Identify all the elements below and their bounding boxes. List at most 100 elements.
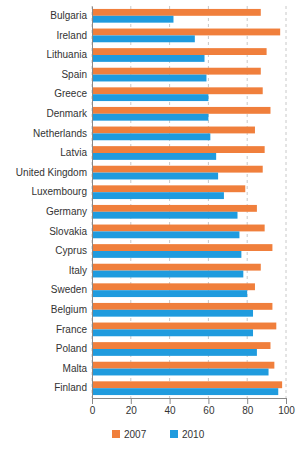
tick: France <box>56 324 92 335</box>
tick: United Kingdom <box>16 167 92 178</box>
axis-line <box>92 7 93 399</box>
bar <box>92 329 253 336</box>
tick: 20 <box>126 398 138 416</box>
bar <box>92 205 257 212</box>
bar <box>92 35 195 42</box>
grid-line <box>247 6 248 398</box>
bar <box>92 310 253 317</box>
bar <box>92 87 263 94</box>
bar <box>92 114 208 121</box>
tick-label: Netherlands <box>33 128 87 139</box>
tick-mark <box>131 398 132 404</box>
bars <box>92 9 282 395</box>
tick: Luxembourg <box>31 186 92 197</box>
tick-mark <box>208 398 209 404</box>
bar <box>92 362 274 369</box>
bar <box>92 94 208 101</box>
tick-label: Belgium <box>51 304 87 315</box>
tick: Latvia <box>60 147 92 158</box>
tick: Bulgaria <box>50 10 92 21</box>
bar <box>92 303 272 310</box>
bar <box>92 75 206 82</box>
tick-label: 0 <box>90 405 96 416</box>
bar <box>92 381 282 388</box>
bar <box>92 264 261 271</box>
tick: Spain <box>61 69 92 80</box>
tick-label: Greece <box>54 88 87 99</box>
tick: Cyprus <box>55 245 92 256</box>
tick: Lithuania <box>46 49 92 60</box>
bar <box>92 166 263 173</box>
bar <box>92 68 261 75</box>
bar <box>92 283 255 290</box>
tick-label: 80 <box>242 405 254 416</box>
tick: Finland <box>54 382 92 393</box>
tick: Germany <box>46 206 92 217</box>
bar <box>92 173 218 180</box>
tick: Sweden <box>51 284 92 295</box>
legend-swatch <box>112 430 120 438</box>
tick-mark <box>92 398 93 404</box>
tick: Belgium <box>51 304 92 315</box>
grid-line <box>130 6 131 398</box>
tick-label: Spain <box>61 69 87 80</box>
bar <box>92 48 267 55</box>
tick-label: Latvia <box>60 147 87 158</box>
tick-label: Denmark <box>46 108 88 119</box>
tick-label: Germany <box>46 206 87 217</box>
bar <box>92 369 269 376</box>
bar <box>92 192 224 199</box>
tick: Slovakia <box>49 226 92 237</box>
tick-label: Finland <box>54 382 87 393</box>
tick-label: 60 <box>203 405 215 416</box>
bar <box>92 133 210 140</box>
bar <box>92 29 280 36</box>
tick-label: Malta <box>63 363 88 374</box>
x-axis: 0 20 40 60 80 100 <box>90 398 296 416</box>
tick-label: France <box>56 324 88 335</box>
tick-label: Slovakia <box>49 226 87 237</box>
tick: Denmark <box>46 108 92 119</box>
tick: 80 <box>242 398 254 416</box>
bar <box>92 342 270 349</box>
bar <box>92 9 261 16</box>
bar <box>92 323 276 330</box>
bar <box>92 16 173 23</box>
bar <box>92 107 270 114</box>
bar <box>92 244 272 251</box>
axis-line <box>93 398 287 399</box>
tick-label: 100 <box>278 405 295 416</box>
grid-line <box>286 6 287 398</box>
tick-label: Bulgaria <box>50 10 87 21</box>
bar <box>92 290 247 297</box>
tick: 40 <box>165 398 177 416</box>
tick: Malta <box>63 363 92 374</box>
tick-label: Sweden <box>51 284 87 295</box>
tick: 60 <box>203 398 215 416</box>
tick: Netherlands <box>33 128 92 139</box>
tick-label: Lithuania <box>46 49 87 60</box>
bar <box>92 388 278 395</box>
tick-mark <box>170 398 171 404</box>
bar <box>92 185 245 192</box>
tick: Greece <box>54 88 92 99</box>
tick-label: Luxembourg <box>31 186 87 197</box>
tick-label: Poland <box>56 343 87 354</box>
grid <box>92 6 286 398</box>
bar <box>92 271 243 278</box>
tick: Ireland <box>56 30 92 41</box>
tick-label: Italy <box>69 265 87 276</box>
tick: Italy <box>69 265 92 276</box>
legend: 2007 2010 <box>112 429 205 440</box>
legend-label: 2010 <box>182 429 205 440</box>
bar <box>92 225 265 232</box>
tick-label: Ireland <box>56 30 87 41</box>
plot: 0 20 40 60 80 100 Bulgaria Ireland Lithuania Spai… <box>16 6 295 416</box>
legend-label: 2007 <box>124 429 147 440</box>
legend-swatch <box>170 430 178 438</box>
bar <box>92 146 265 153</box>
bar <box>92 212 238 219</box>
tick-mark <box>286 398 287 404</box>
tick-label: United Kingdom <box>16 167 87 178</box>
bar <box>92 349 257 356</box>
